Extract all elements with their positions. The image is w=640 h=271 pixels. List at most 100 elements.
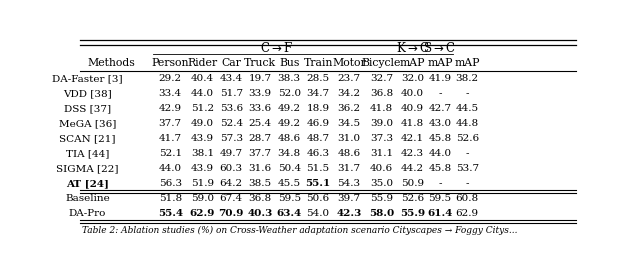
Text: 42.9: 42.9: [159, 104, 182, 113]
Text: Methods: Methods: [88, 59, 135, 68]
Text: 37.7: 37.7: [159, 119, 182, 128]
Text: 40.0: 40.0: [401, 89, 424, 98]
Text: 31.7: 31.7: [337, 164, 360, 173]
Text: K$\rightarrow$C: K$\rightarrow$C: [396, 41, 429, 55]
Text: 23.7: 23.7: [337, 74, 360, 83]
Text: 35.0: 35.0: [370, 179, 393, 188]
Text: 61.4: 61.4: [427, 209, 452, 218]
Text: 49.7: 49.7: [220, 149, 243, 158]
Text: 44.0: 44.0: [159, 164, 182, 173]
Text: 28.7: 28.7: [249, 134, 272, 143]
Text: Baseline: Baseline: [65, 194, 110, 203]
Text: 60.8: 60.8: [456, 194, 479, 203]
Text: 59.5: 59.5: [278, 194, 301, 203]
Text: 38.5: 38.5: [249, 179, 272, 188]
Text: 64.2: 64.2: [220, 179, 243, 188]
Text: 52.0: 52.0: [278, 89, 301, 98]
Text: S$\rightarrow$C: S$\rightarrow$C: [424, 41, 456, 55]
Text: -: -: [438, 179, 442, 188]
Text: 44.2: 44.2: [401, 164, 424, 173]
Text: 36.8: 36.8: [370, 89, 393, 98]
Text: 32.0: 32.0: [401, 74, 424, 83]
Text: 54.3: 54.3: [337, 179, 360, 188]
Text: AT [24]: AT [24]: [66, 179, 109, 188]
Text: 51.8: 51.8: [159, 194, 182, 203]
Text: 41.9: 41.9: [428, 74, 451, 83]
Text: 55.1: 55.1: [305, 179, 331, 188]
Text: 37.3: 37.3: [370, 134, 393, 143]
Text: 49.0: 49.0: [191, 119, 214, 128]
Text: 43.9: 43.9: [191, 134, 214, 143]
Text: 51.9: 51.9: [191, 179, 214, 188]
Text: 28.5: 28.5: [307, 74, 330, 83]
Text: SIGMA [22]: SIGMA [22]: [56, 164, 118, 173]
Text: -: -: [465, 149, 469, 158]
Text: 59.5: 59.5: [428, 194, 451, 203]
Text: 48.6: 48.6: [337, 149, 360, 158]
Text: 45.5: 45.5: [278, 179, 301, 188]
Text: mAP: mAP: [454, 59, 480, 68]
Text: 51.2: 51.2: [191, 104, 214, 113]
Text: 44.0: 44.0: [428, 149, 451, 158]
Text: 36.2: 36.2: [337, 104, 360, 113]
Text: 38.3: 38.3: [278, 74, 301, 83]
Text: SCAN [21]: SCAN [21]: [59, 134, 116, 143]
Text: mAP: mAP: [400, 59, 426, 68]
Text: 48.7: 48.7: [307, 134, 330, 143]
Text: 32.7: 32.7: [370, 74, 393, 83]
Text: 43.9: 43.9: [191, 164, 214, 173]
Text: 41.7: 41.7: [159, 134, 182, 143]
Text: 43.4: 43.4: [220, 74, 243, 83]
Text: 52.1: 52.1: [159, 149, 182, 158]
Text: 52.6: 52.6: [401, 194, 424, 203]
Text: 29.2: 29.2: [159, 74, 182, 83]
Text: 53.7: 53.7: [456, 164, 479, 173]
Text: 37.7: 37.7: [249, 149, 272, 158]
Text: Rider: Rider: [188, 59, 218, 68]
Text: Truck: Truck: [244, 59, 276, 68]
Text: mAP: mAP: [427, 59, 452, 68]
Text: 39.0: 39.0: [370, 119, 393, 128]
Text: 34.5: 34.5: [337, 119, 360, 128]
Text: 70.9: 70.9: [219, 209, 244, 218]
Text: 53.6: 53.6: [220, 104, 243, 113]
Text: MeGA [36]: MeGA [36]: [59, 119, 116, 128]
Text: 52.6: 52.6: [456, 134, 479, 143]
Text: Motor: Motor: [332, 59, 365, 68]
Text: 44.8: 44.8: [456, 119, 479, 128]
Text: 44.5: 44.5: [456, 104, 479, 113]
Text: Bus: Bus: [279, 59, 300, 68]
Text: 50.9: 50.9: [401, 179, 424, 188]
Text: VDD [38]: VDD [38]: [63, 89, 112, 98]
Text: 42.1: 42.1: [401, 134, 424, 143]
Text: 51.5: 51.5: [307, 164, 330, 173]
Text: 55.9: 55.9: [400, 209, 425, 218]
Text: 45.8: 45.8: [428, 134, 451, 143]
Text: TIA [44]: TIA [44]: [66, 149, 109, 158]
Text: 34.2: 34.2: [337, 89, 360, 98]
Text: 50.4: 50.4: [278, 164, 301, 173]
Text: 56.3: 56.3: [159, 179, 182, 188]
Text: 41.8: 41.8: [370, 104, 393, 113]
Text: 50.6: 50.6: [307, 194, 330, 203]
Text: 54.0: 54.0: [307, 209, 330, 218]
Text: Person: Person: [152, 59, 189, 68]
Text: 49.2: 49.2: [278, 104, 301, 113]
Text: 40.9: 40.9: [401, 104, 424, 113]
Text: Bicycle: Bicycle: [362, 59, 401, 68]
Text: 38.1: 38.1: [191, 149, 214, 158]
Text: 55.9: 55.9: [370, 194, 393, 203]
Text: 19.7: 19.7: [249, 74, 272, 83]
Text: 46.9: 46.9: [307, 119, 330, 128]
Text: Table 2: Ablation studies (%) on Cross-Weather adaptation scenario Cityscapes → : Table 2: Ablation studies (%) on Cross-W…: [83, 226, 518, 235]
Text: 31.0: 31.0: [337, 134, 360, 143]
Text: -: -: [465, 179, 469, 188]
Text: 42.7: 42.7: [428, 104, 451, 113]
Text: 34.7: 34.7: [307, 89, 330, 98]
Text: 52.4: 52.4: [220, 119, 243, 128]
Text: 62.9: 62.9: [190, 209, 215, 218]
Text: 49.2: 49.2: [278, 119, 301, 128]
Text: 38.2: 38.2: [456, 74, 479, 83]
Text: DA-Faster [3]: DA-Faster [3]: [52, 74, 123, 83]
Text: Car: Car: [221, 59, 241, 68]
